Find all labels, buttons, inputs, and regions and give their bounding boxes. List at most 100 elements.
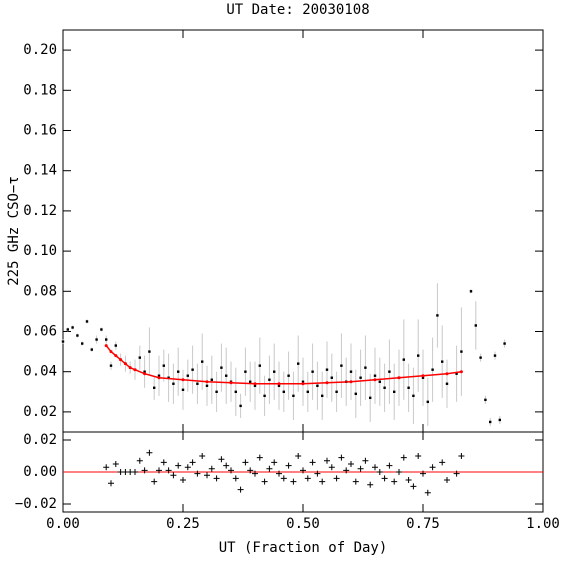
residual-point <box>424 489 431 496</box>
residual-point <box>261 478 268 485</box>
residual-point <box>372 464 378 471</box>
x-axis-label: UT (Fraction of Day) <box>219 540 388 556</box>
data-point <box>455 372 458 375</box>
residual-point <box>232 475 239 482</box>
fit-point <box>104 344 108 348</box>
y-tick-label: 0.08 <box>23 283 57 299</box>
fit-point <box>421 374 425 378</box>
residual-point <box>180 477 186 483</box>
data-point <box>311 370 314 373</box>
data-point <box>301 380 305 383</box>
residual-point <box>357 465 364 472</box>
fit-point <box>133 368 137 372</box>
data-point <box>277 384 281 387</box>
data-point <box>100 328 103 331</box>
residual-point <box>247 467 254 474</box>
residual-point <box>194 470 201 477</box>
y-tick-label: 0.00 <box>23 464 57 480</box>
residual-point <box>146 449 153 456</box>
data-point <box>114 344 117 347</box>
data-point <box>330 376 333 379</box>
data-point <box>364 366 367 369</box>
data-point <box>287 374 290 377</box>
residual-point <box>266 465 273 472</box>
y-tick-label: 0.10 <box>23 243 57 259</box>
data-point <box>109 364 113 367</box>
residual-point <box>309 459 316 466</box>
fit-point <box>445 372 449 376</box>
data-point <box>354 392 357 396</box>
data-point <box>220 366 223 369</box>
residual-point <box>458 453 465 459</box>
data-point <box>244 370 247 373</box>
residual-point <box>324 457 330 464</box>
data-point <box>210 378 213 381</box>
data-point <box>441 360 444 363</box>
data-point <box>167 376 170 379</box>
y-tick-label: 0.06 <box>23 324 57 340</box>
residual-point <box>453 470 460 477</box>
data-point <box>484 398 487 402</box>
y-tick-label: −0.02 <box>15 496 57 512</box>
residual-point <box>391 478 398 485</box>
data-point <box>172 382 175 385</box>
data-point <box>321 394 324 398</box>
residual-point <box>108 480 114 487</box>
residual-point <box>386 462 393 469</box>
fit-point <box>301 382 305 386</box>
residual-point <box>338 454 345 461</box>
y-tick-label: 0.02 <box>23 404 57 420</box>
data-point <box>148 350 151 353</box>
residual-point <box>429 464 436 471</box>
fit-point <box>119 358 123 362</box>
data-point <box>393 390 396 393</box>
fit-point <box>123 362 127 366</box>
data-point <box>489 420 492 424</box>
data-point <box>201 360 204 363</box>
data-point <box>90 348 93 351</box>
residual-point <box>405 477 412 483</box>
y-tick-label: 0.02 <box>23 432 57 448</box>
chart-title: UT Date: 20030108 <box>226 2 369 18</box>
fit-point <box>157 376 161 380</box>
data-point <box>186 374 189 377</box>
residual-point <box>444 477 450 483</box>
residual-point <box>237 486 244 493</box>
residual-point <box>156 467 162 474</box>
residual-point <box>295 453 302 459</box>
residual-point <box>141 467 148 474</box>
data-point <box>349 370 353 373</box>
data-point <box>215 390 218 393</box>
residual-point <box>381 475 388 482</box>
residual-point <box>280 475 287 482</box>
data-point <box>369 396 372 400</box>
data-point <box>436 314 439 317</box>
residual-point <box>410 483 417 490</box>
fit-point <box>181 378 185 382</box>
data-point <box>225 374 228 377</box>
residual-point <box>175 462 182 469</box>
residual-point <box>319 478 326 485</box>
x-tick-label: 0.50 <box>286 516 320 532</box>
residual-point <box>328 464 335 471</box>
data-point <box>181 388 185 391</box>
fit-point <box>253 382 257 386</box>
data-point <box>282 390 285 393</box>
data-point <box>105 338 108 341</box>
data-point <box>421 376 425 379</box>
data-point <box>388 370 391 373</box>
residual-point <box>132 469 138 475</box>
data-point <box>268 378 271 381</box>
data-point <box>205 384 209 387</box>
residual-point <box>439 459 446 466</box>
data-point <box>71 326 74 329</box>
residual-point <box>271 459 278 466</box>
data-point <box>76 334 79 337</box>
data-point <box>234 390 237 393</box>
residual-point <box>362 457 369 464</box>
data-point <box>85 320 89 323</box>
residual-point <box>208 465 215 472</box>
residual-point <box>184 464 191 471</box>
data-point <box>61 340 65 343</box>
